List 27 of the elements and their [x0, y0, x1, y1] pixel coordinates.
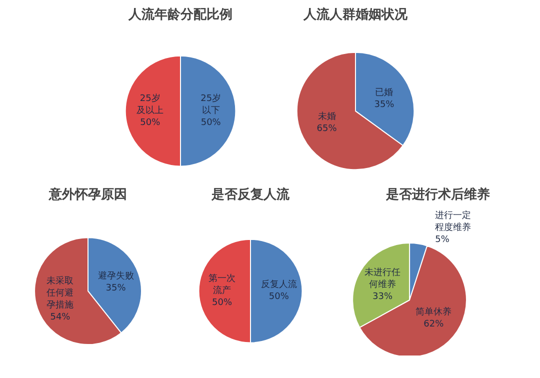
- chart-title: 意外怀孕原因: [48, 186, 127, 202]
- chart-title: 是否进行术后维养: [385, 186, 490, 202]
- chart-title: 人流年龄分配比例: [128, 6, 232, 22]
- data-label: 54%: [50, 312, 71, 323]
- slice-label: 未采取任何避孕措施: [46, 276, 74, 311]
- slice-label: 避孕失败: [98, 270, 134, 282]
- data-label: 62%: [424, 320, 444, 330]
- data-label: 50%: [212, 298, 232, 308]
- slice-label: 未进行任何维养: [364, 267, 401, 290]
- slice-label: 反复人流: [260, 279, 297, 290]
- slice-label: 未婚: [318, 110, 336, 122]
- data-label: 50%: [140, 118, 161, 128]
- data-label: 33%: [372, 292, 394, 302]
- slice-label: 25岁以下: [200, 93, 222, 116]
- slice-label: 已婚: [375, 87, 394, 98]
- slice-label: 25岁及以上: [136, 93, 164, 116]
- data-label: 65%: [316, 124, 338, 134]
- slice-label: 第一次流产: [208, 273, 236, 296]
- data-label: 35%: [106, 283, 126, 294]
- chart-title: 人流人群婚姻状况: [302, 6, 408, 22]
- slice-label: 简单休养: [416, 306, 452, 318]
- data-label: 5%: [435, 235, 450, 246]
- chart-title: 是否反复人流: [210, 186, 290, 202]
- data-label: 50%: [200, 118, 222, 128]
- data-label: 35%: [374, 100, 395, 110]
- data-label: 50%: [268, 292, 290, 302]
- slice-label: 进行一定程度维养: [435, 210, 472, 234]
